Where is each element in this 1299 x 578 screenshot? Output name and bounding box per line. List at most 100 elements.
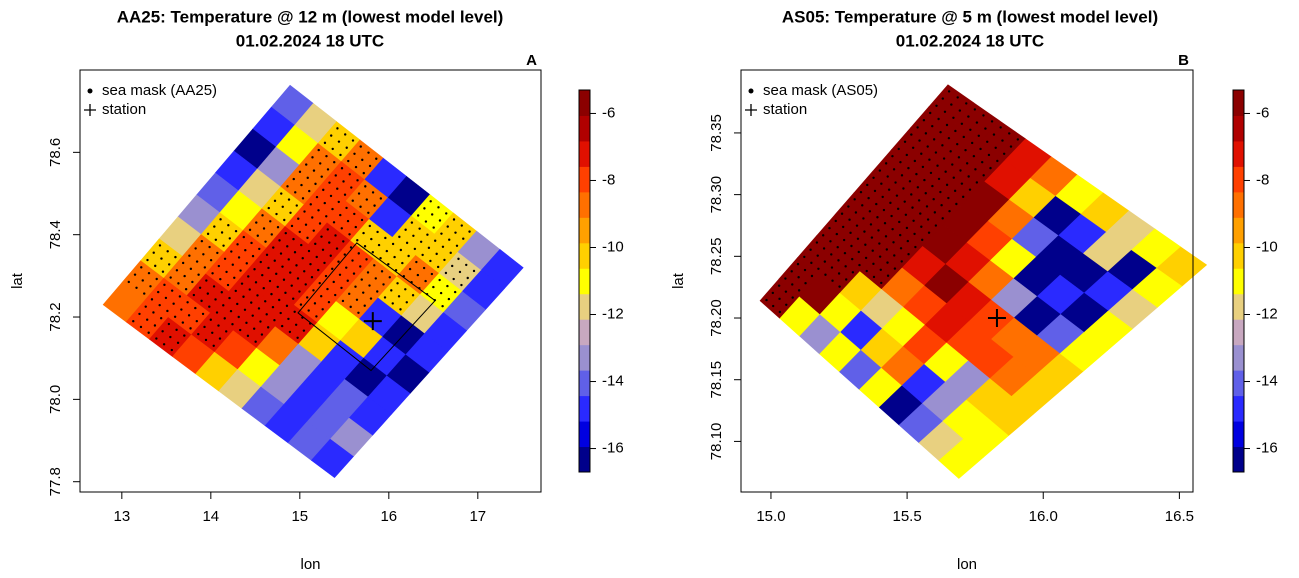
sea-mask-dot (784, 277, 787, 280)
sea-mask-dot (913, 159, 917, 163)
sea-mask-dot (975, 121, 979, 124)
sea-mask-dot (439, 291, 443, 295)
sea-mask-dot (371, 191, 375, 194)
sea-mask-dot (279, 252, 283, 255)
sea-mask-cell (328, 167, 359, 196)
heat-cells (102, 84, 524, 478)
sea-mask-dot (362, 171, 365, 175)
sea-mask-dot (217, 264, 221, 268)
sea-mask-dot (211, 331, 214, 334)
sea-mask-dot (153, 324, 157, 327)
sea-mask-dot (315, 195, 319, 199)
sea-mask-dot (398, 235, 401, 239)
sea-mask-dot (209, 318, 212, 321)
sea-mask-dot (965, 102, 968, 105)
sea-mask-dot (259, 320, 262, 323)
sea-mask-dot (941, 97, 945, 100)
sea-mask-dot (231, 263, 234, 266)
sea-mask-dot (286, 185, 289, 188)
sea-mask-cell (155, 322, 186, 352)
sea-mask-dot (429, 200, 432, 203)
sea-mask-cell (965, 147, 999, 177)
sea-mask-dot (947, 90, 951, 93)
sea-mask-cell (960, 108, 994, 137)
sea-mask-cell (398, 221, 429, 251)
sea-mask-dot (259, 260, 262, 264)
sea-mask-cell (878, 154, 910, 184)
colorbar-swatch (579, 268, 590, 295)
sea-mask-dot (859, 190, 863, 194)
sea-mask-dot (197, 332, 200, 336)
sea-mask-dot (228, 296, 231, 300)
sea-mask-dot (303, 210, 306, 213)
sea-mask-cell (309, 188, 340, 218)
sea-mask-cell (206, 218, 238, 247)
sea-mask-dot (790, 270, 793, 273)
sea-mask-dot (252, 327, 256, 330)
sea-mask-dot (986, 140, 989, 143)
sea-mask-dot (837, 259, 840, 262)
sea-mask-dot (435, 252, 438, 256)
sea-mask-dot (830, 253, 833, 256)
sea-mask-dot (200, 239, 204, 243)
sea-mask-dot (302, 329, 306, 332)
x-axis-label: lon (300, 556, 320, 573)
sea-mask-dot (466, 276, 469, 280)
sea-mask-dot (913, 232, 916, 236)
sea-mask-dot (391, 302, 394, 305)
sea-mask-dot (349, 246, 353, 249)
sea-mask-dot (960, 182, 964, 185)
sea-mask-dot (187, 314, 191, 317)
sea-mask-dot (914, 245, 917, 249)
sea-mask-dot (882, 208, 886, 212)
sea-mask-dot (432, 226, 435, 229)
sea-mask-dot (348, 233, 351, 236)
sea-mask-dot (899, 233, 902, 237)
sea-mask-dot (314, 242, 317, 246)
sea-mask-dot (166, 309, 169, 313)
sea-mask-dot (354, 165, 358, 169)
sea-mask-dot (369, 297, 373, 300)
sea-mask-dot (246, 334, 250, 338)
sea-mask-dot (304, 283, 307, 286)
sea-mask-cell (239, 314, 270, 343)
sea-mask-dot (815, 241, 819, 244)
sea-mask-dot (778, 297, 781, 301)
x-tick-label: 15.0 (756, 508, 785, 525)
sea-mask-dot (289, 271, 292, 274)
sea-mask-dot (127, 280, 131, 284)
sea-mask-dot (242, 235, 245, 239)
sea-mask-dot (968, 188, 972, 191)
sea-mask-dot (960, 122, 964, 125)
sea-mask-dot (424, 279, 427, 283)
colorbar-swatch (1233, 344, 1244, 371)
sea-mask-dot (844, 265, 847, 268)
sea-mask-dot (847, 205, 850, 208)
sea-mask-dot (357, 252, 360, 255)
sea-mask-dot (208, 305, 211, 308)
sea-mask-dot (955, 202, 958, 206)
sea-mask-cell (230, 235, 261, 265)
x-axis-label: lon (957, 556, 977, 573)
sea-mask-dot (891, 227, 894, 231)
sea-mask-dot (933, 211, 937, 214)
panel-label: B (1178, 52, 1189, 69)
sea-mask-dot (329, 194, 333, 198)
x-tick-label: 15 (291, 508, 308, 525)
sea-mask-dot (883, 222, 887, 225)
sea-mask-dot (856, 237, 860, 241)
sea-mask-dot (307, 309, 310, 312)
sea-mask-dot (298, 290, 301, 293)
sea-mask-dot (262, 227, 266, 230)
sea-mask-cell (173, 301, 205, 330)
sea-mask-dot (999, 126, 1002, 129)
sea-mask-dot (865, 269, 868, 273)
sea-mask-dot (167, 322, 171, 326)
sea-mask-dot (837, 272, 841, 275)
sea-mask-dot (296, 277, 300, 280)
sea-mask-dot (900, 174, 904, 177)
sea-mask-dot (366, 271, 370, 274)
sea-mask-dot (135, 286, 138, 289)
sea-mask-dot (257, 307, 261, 310)
sea-mask-dot (324, 274, 328, 278)
